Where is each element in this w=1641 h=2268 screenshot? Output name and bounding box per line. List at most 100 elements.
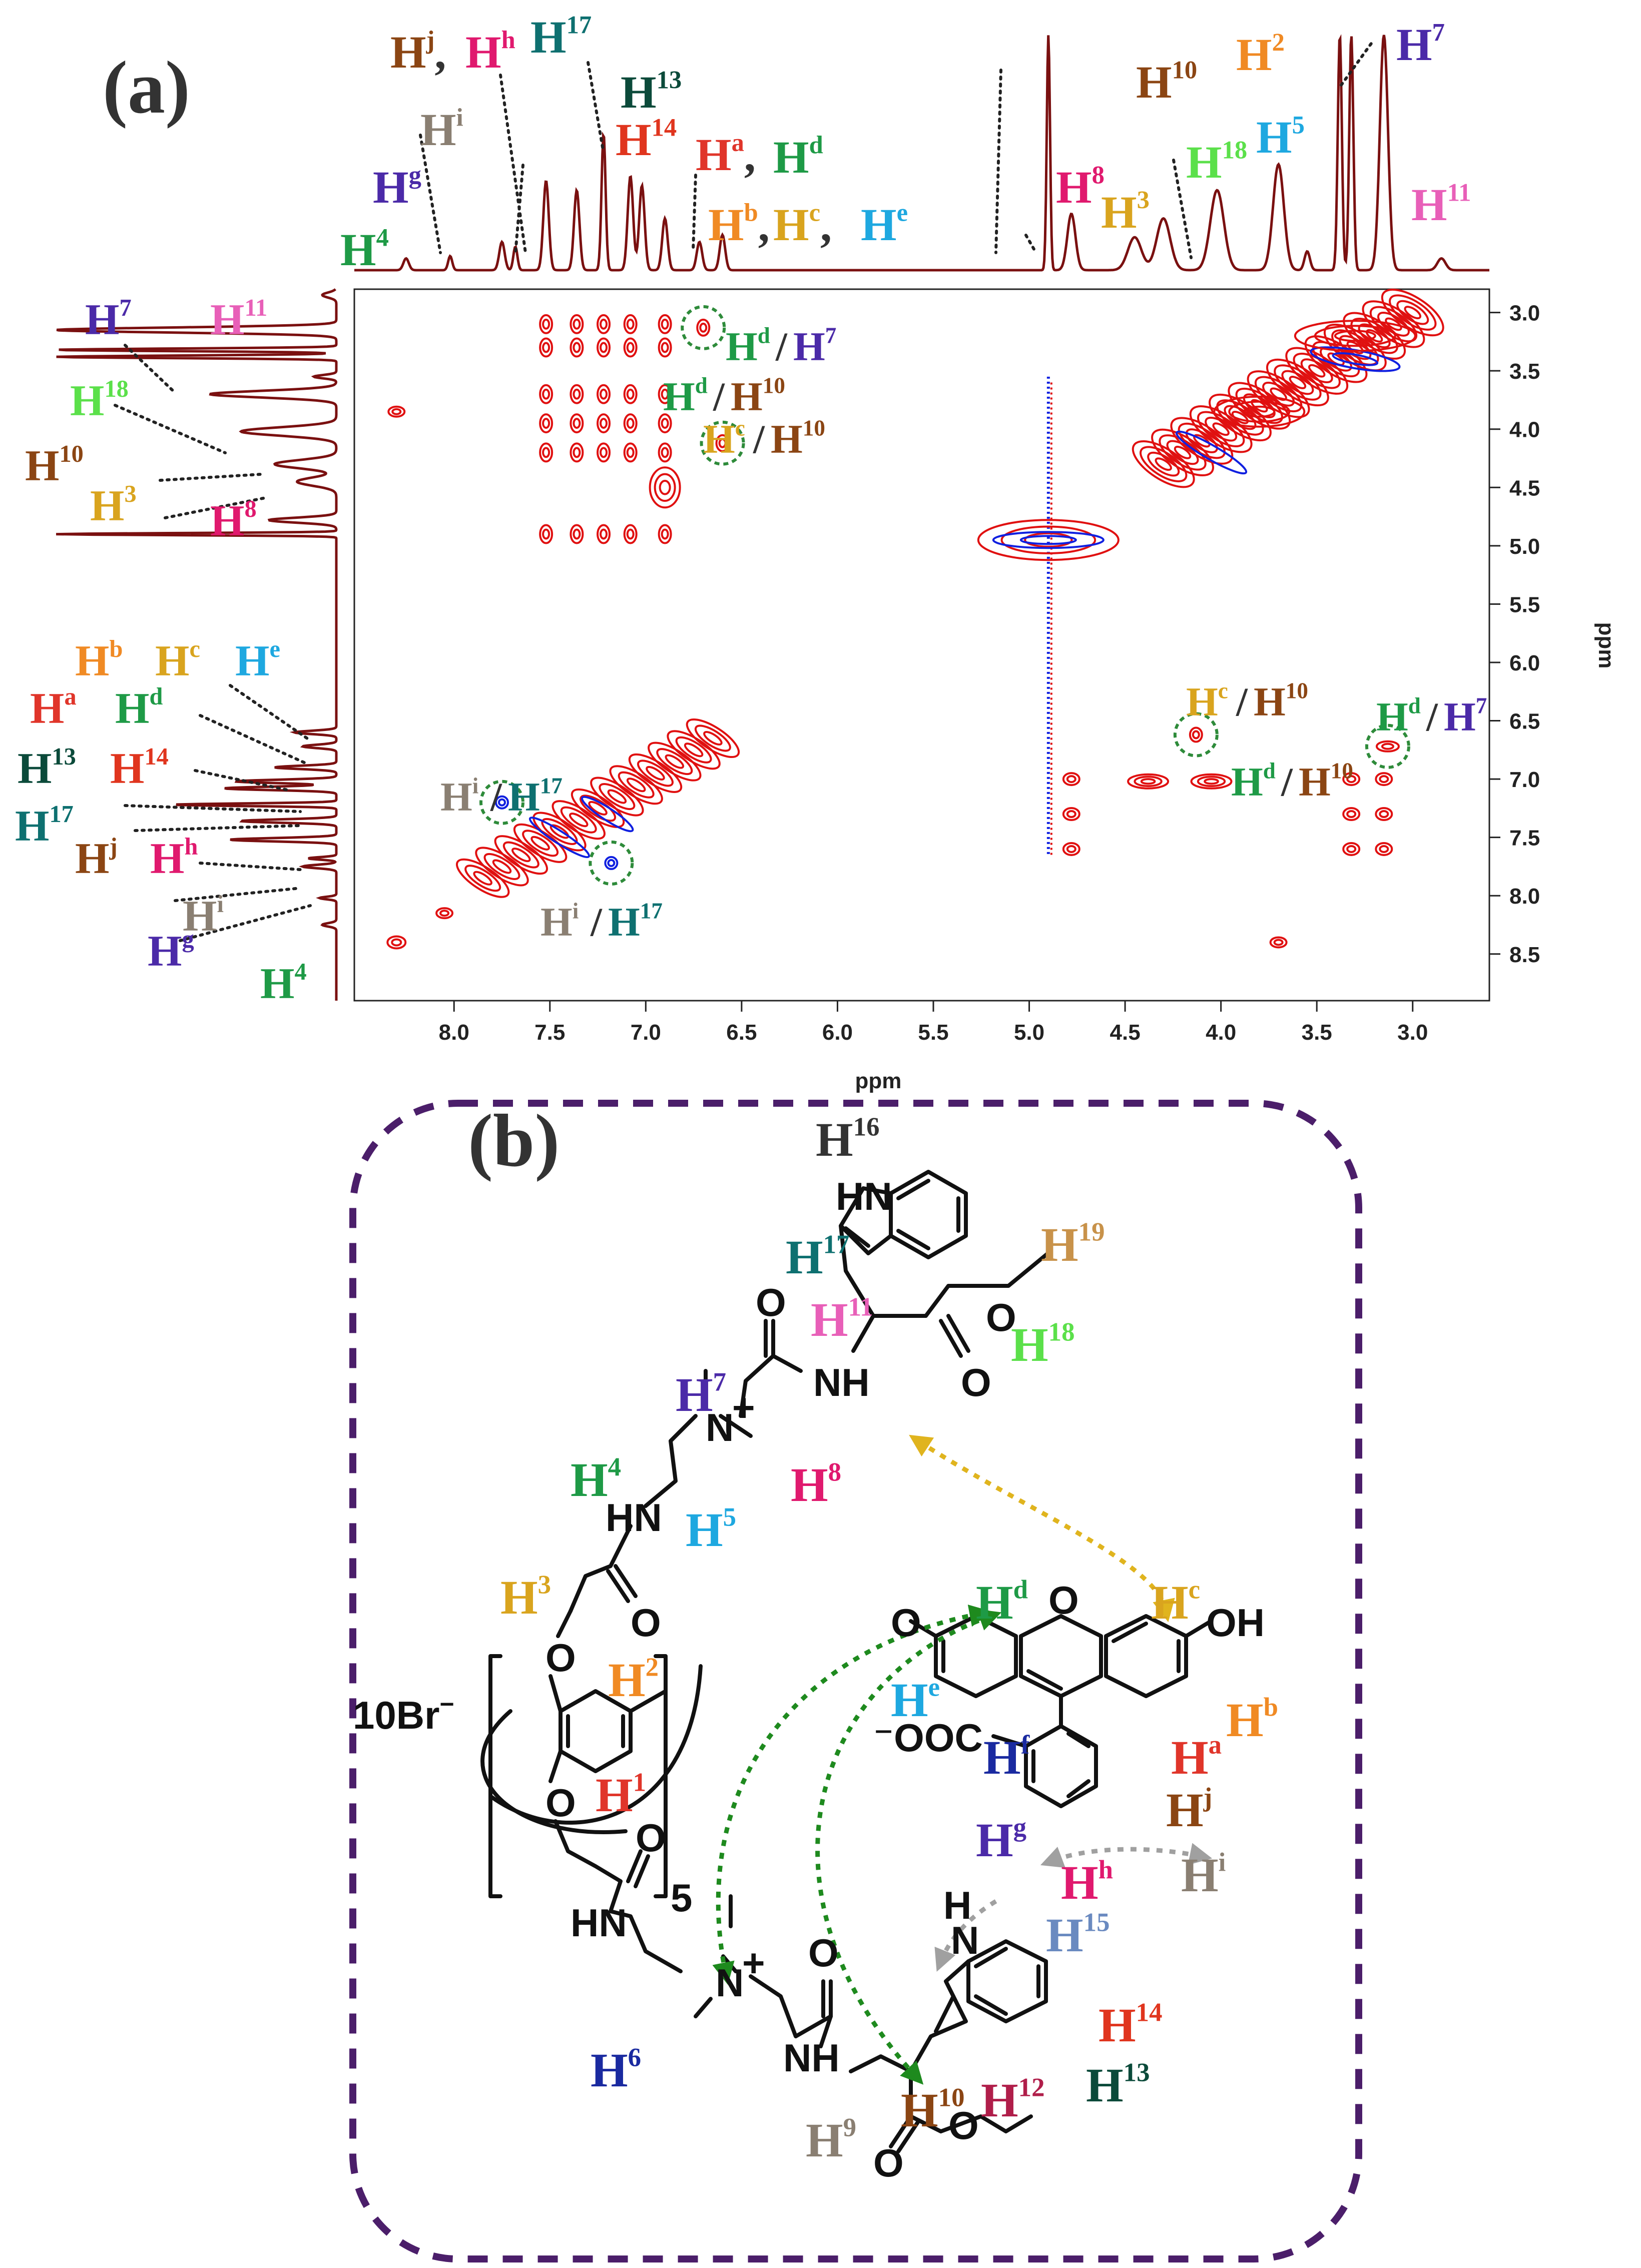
atom-hn-mid: HN [606,1495,662,1540]
y-tick-label: 6.0 [1509,651,1540,675]
top-peak-label: H5 [1256,111,1305,163]
proton-label: H14 [1099,1998,1162,2052]
leader-line [174,887,302,902]
left-peak-label: Hh [150,834,198,883]
left-peak-label: H14 [110,743,169,793]
atom-oh: OH [1206,1601,1265,1645]
cross-peak-proton-b: H7 [1444,693,1487,739]
x-tick-label: 6.0 [822,1020,853,1045]
slash: / [1281,759,1293,805]
proton-label: H3 [500,1571,551,1624]
highlight-circle [1173,712,1219,758]
atom-o-xanthene-ring: O [1048,1578,1079,1622]
y-tick-label: 7.5 [1509,826,1540,851]
dashed-frame [349,1100,1362,2262]
atom-nh-top: NH [813,1360,870,1404]
y-tick-label: 7.0 [1509,768,1540,792]
top-peak-label: H18 [1186,136,1247,188]
cross-peak-label: Hd / H10 [663,373,785,419]
top-peak-labels: Hj, Hh H17 H13 Hi H14 Ha, Hd Hg Hb, Hc, He H4 H8 H10 H3… [340,11,1471,275]
left-1d-projection [56,288,338,1001]
top-peak-label: H14 [616,113,677,165]
y-tick-label: 5.5 [1509,592,1540,617]
left-peak-label: Hc [155,636,200,685]
y-tick-label: 8.5 [1509,943,1540,967]
leader-line [1024,234,1037,254]
top-peak-label: Hd [773,131,823,183]
atom-o-carbonyl-top: O [961,1360,991,1404]
counterion: 10Br− [353,1690,454,1737]
cross-peak-label: Hc / H10 [703,416,825,462]
highlight-circle [681,305,726,350]
leader-line [499,74,527,254]
y-tick-label: 3.5 [1509,359,1540,384]
left-peak-label: H10 [25,441,84,490]
atom-nh-bottom: NH [783,2036,840,2080]
left-peak-label: H17 [15,801,74,851]
atom-hn-top: HN [836,1174,892,1218]
cross-peak-proton-b: H17 [508,774,563,820]
cross-peak-proton-b: H7 [793,323,836,369]
cross-peak-proton-a: Hi [540,899,579,945]
left-peak-label: Hi [183,891,224,941]
top-peak-label: Ha, [696,128,756,181]
highlight-circle [1365,723,1410,769]
atom-hn-bottom: HN [571,1901,627,1945]
proton-label: H4 [571,1453,621,1506]
slash: / [1426,694,1438,739]
left-peak-label: Hj [75,834,118,883]
cross-peak-proton-b: H10 [1299,759,1353,805]
x-tick-label: 5.0 [1014,1020,1044,1045]
repeat-index: 5 [671,1876,692,1920]
top-peak-label: H8 [1056,161,1105,213]
cross-peak-proton-a: Hd [1231,759,1276,805]
left-peak-label: He [235,636,280,685]
slash: / [1236,679,1248,724]
leader-line [134,824,302,832]
x-tick-label: 5.5 [918,1020,948,1045]
proton-label: H5 [686,1503,736,1557]
proton-label: H9 [806,2113,856,2167]
leader-line [164,496,267,519]
proton-label: H13 [1086,2058,1150,2112]
top-peak-label: Hj, [390,26,446,78]
slash: / [775,324,788,369]
cross-peak-label: Hi / H17 [440,774,563,820]
left-peak-label: Hg [148,926,194,976]
cross-peak-proton-a: Hc [703,416,745,462]
cross-peak-proton-b: H10 [771,416,825,462]
contour-peaks [386,288,1444,950]
cross-peak-proton-a: Hc [1186,678,1228,724]
slash: / [753,416,765,462]
atom-o-carbonyl-bottom: O [873,2141,904,2185]
proton-label: He [891,1673,940,1727]
top-peak-label: H7 [1396,18,1445,70]
atom-o-amide-bottom: O [636,1816,666,1860]
atom-o-ester-bottom: O [948,2103,979,2147]
proton-label: Hi [1181,1848,1226,1902]
top-peak-label: H17 [530,11,592,63]
cross-peak-proton-b: H10 [1254,678,1308,724]
leader-line [159,473,262,482]
proton-label: H12 [981,2073,1044,2127]
leader-line [229,684,312,742]
cross-peak-label: Hd / H10 [1231,759,1353,805]
x-tick-label: 4.5 [1110,1020,1141,1045]
cross-peak-label: Hi / H17 [540,899,663,945]
leader-lines [114,39,1375,942]
panel-b-letter: (b) [468,1099,560,1182]
x-tick-label: 6.5 [726,1020,757,1045]
plot-frame [353,288,1490,1002]
proton-label: H16 [816,1113,879,1166]
leader-line [179,904,312,942]
top-peak-label: Hc, [773,198,832,251]
x-tick-label: 4.0 [1206,1020,1236,1045]
highlight-circle [700,420,745,466]
x-tick-label: 7.5 [534,1020,565,1045]
proton-label: Hd [976,1576,1028,1629]
proton-label: H6 [591,2043,641,2097]
proton-label: Hj [1166,1783,1212,1837]
